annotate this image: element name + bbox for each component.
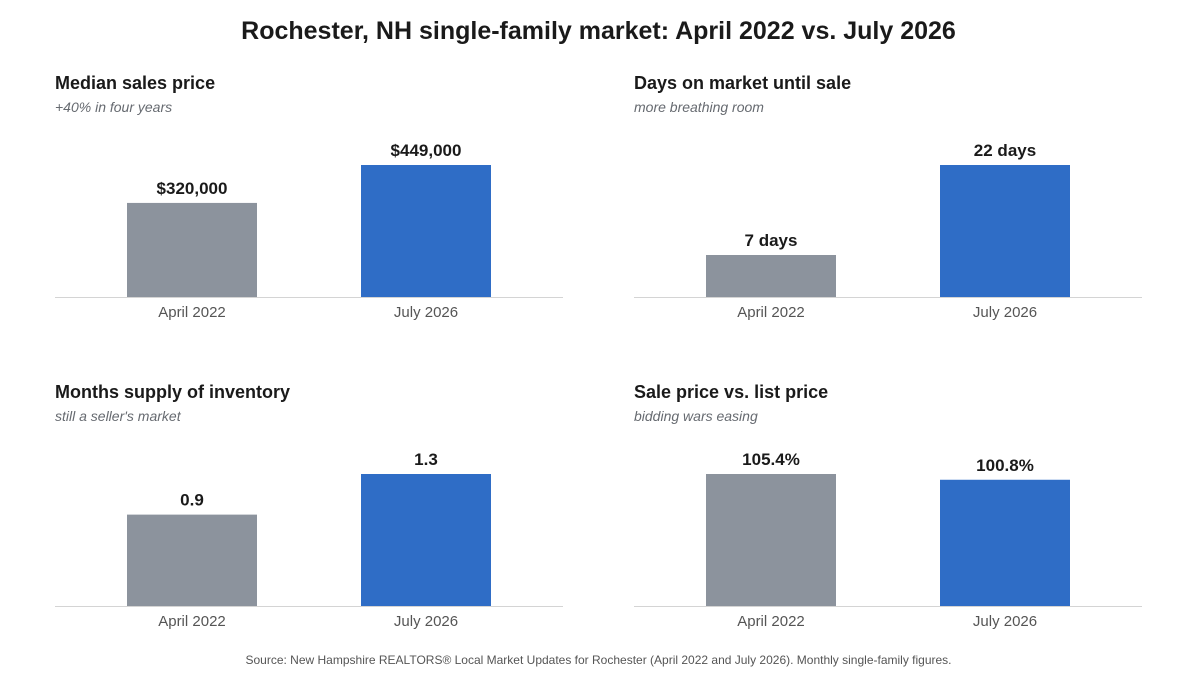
chart-title: Months supply of inventory [55, 382, 291, 402]
value-label: 100.8% [976, 456, 1034, 475]
chart-panel-days-on-market: Days on market until sale more breathing… [634, 73, 1174, 363]
value-label: $449,000 [391, 141, 462, 160]
x-tick-label: July 2026 [394, 613, 458, 630]
bar-chart-median-price: $320,000 April 2022 $449,000 July 2026 [55, 141, 563, 321]
value-label: 0.9 [180, 491, 204, 510]
value-label: $320,000 [157, 179, 228, 198]
value-label: 1.3 [414, 450, 438, 469]
bar-after [940, 479, 1070, 606]
value-label: 22 days [974, 141, 1036, 160]
bar-chart-sale-to-list: 105.4% April 2022 100.8% July 2026 [634, 450, 1142, 630]
chart-title: Sale price vs. list price [634, 382, 829, 402]
bar-chart-months-supply: 0.9 April 2022 1.3 July 2026 [55, 450, 563, 630]
chart-panel-median-price: Median sales price +40% in four years $3… [55, 73, 595, 363]
value-label: 7 days [745, 231, 798, 250]
bar-after [361, 165, 491, 297]
chart-subtitle: +40% in four years [55, 99, 173, 115]
chart-subtitle: more breathing room [634, 99, 764, 115]
x-tick-label: July 2026 [973, 613, 1037, 630]
bar-before [706, 474, 836, 606]
x-tick-label: April 2022 [158, 304, 226, 321]
source-note: Source: New Hampshire REALTORS® Local Ma… [245, 653, 952, 667]
bar-before [127, 202, 257, 297]
bar-after [361, 474, 491, 606]
bar-after [940, 165, 1070, 297]
x-tick-label: April 2022 [737, 304, 805, 321]
x-tick-label: April 2022 [158, 613, 226, 630]
x-tick-label: April 2022 [737, 613, 805, 630]
chart-subtitle: bidding wars easing [634, 408, 758, 424]
bar-chart-days-on-market: 7 days April 2022 22 days July 2026 [634, 141, 1142, 321]
chart-title: Median sales price [55, 73, 216, 93]
chart-title: Days on market until sale [634, 73, 852, 93]
x-tick-label: July 2026 [973, 304, 1037, 321]
x-tick-label: July 2026 [394, 304, 458, 321]
chart-subtitle: still a seller's market [55, 408, 181, 424]
bar-before [706, 255, 836, 297]
bar-before [127, 514, 257, 606]
value-label: 105.4% [742, 450, 800, 469]
page-title: Rochester, NH single-family market: Apri… [241, 17, 956, 45]
chart-panel-sale-to-list: Sale price vs. list price bidding wars e… [634, 382, 1174, 672]
chart-panel-months-supply: Months supply of inventory still a selle… [55, 382, 595, 672]
